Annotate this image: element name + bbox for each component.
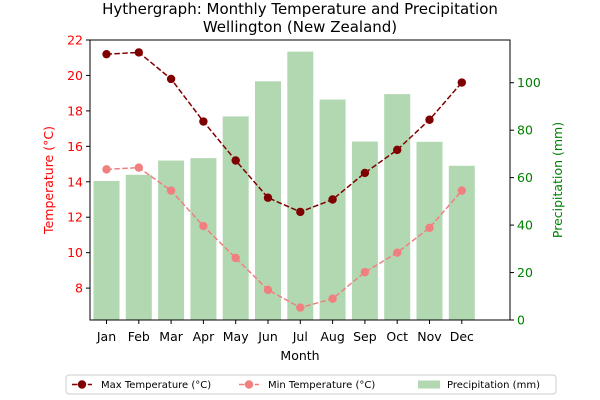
month-label-sep: Sep	[353, 329, 377, 344]
max-temperature-point-feb	[134, 48, 143, 57]
legend: Max Temperature (°C) Min Temperature (°C)…	[65, 374, 557, 395]
legend-marker-min	[244, 380, 254, 389]
chart-title-line-1: Hythergraph: Monthly Temperature and Pre…	[102, 0, 498, 18]
max-temperature-point-oct	[393, 145, 402, 155]
right-tick-label: 40	[517, 218, 533, 233]
max-temperature-point-jun	[263, 193, 273, 202]
right-y-axis-label: Precipitation (mm)	[550, 122, 565, 238]
precipitation-bar-oct	[384, 94, 411, 321]
left-tick-label: 20	[67, 68, 83, 83]
min-temperature-point-dec	[457, 186, 466, 195]
precipitation-bar-sep	[351, 141, 378, 320]
min-temperature-point-apr	[199, 221, 208, 231]
min-temperature-point-sep	[360, 267, 370, 277]
month-label-jul: Jul	[292, 329, 308, 344]
temperature-lines	[102, 48, 466, 312]
chart-title-line-2: Wellington (New Zealand)	[203, 18, 397, 36]
left-tick-label: 22	[67, 33, 83, 48]
min-temperature-line	[106, 166, 463, 309]
month-axis: Jan Feb Mar Apr May Jun Jul Aug Sep Oct Nov Dec	[96, 320, 474, 344]
left-tick-label: 18	[67, 103, 83, 118]
month-label-may: May	[223, 329, 249, 344]
precipitation-bar-mar	[158, 160, 185, 320]
left-tick-label: 10	[67, 245, 83, 260]
left-tick-label: 8	[75, 281, 83, 296]
min-temperature-point-nov	[425, 223, 434, 233]
month-label-nov: Nov	[417, 329, 442, 344]
month-label-apr: Apr	[193, 329, 215, 344]
precipitation-bar-jul	[287, 51, 314, 321]
month-label-jan: Jan	[96, 329, 116, 344]
month-label-mar: Mar	[159, 329, 183, 344]
max-temperature-point-may	[231, 156, 240, 165]
right-tick-label: 0	[517, 313, 525, 328]
min-temperature-point-jul	[296, 303, 305, 312]
month-label-aug: Aug	[320, 329, 344, 344]
month-label-jun: Jun	[257, 329, 278, 344]
left-y-axis-label: Temperature (°C)	[41, 126, 56, 235]
left-temperature-axis: 8 10 12 14 16 18 20 22	[67, 33, 90, 296]
left-tick-label: 14	[67, 174, 83, 189]
legend-marker-max	[77, 380, 87, 389]
max-temperature-point-apr	[199, 117, 208, 126]
legend-label-max: Max Temperature (°C)	[101, 380, 211, 391]
month-label-oct: Oct	[386, 329, 408, 344]
month-label-dec: Dec	[450, 329, 474, 344]
chart-title: Hythergraph: Monthly Temperature and Pre…	[102, 0, 498, 36]
right-tick-label: 100	[517, 75, 541, 90]
precipitation-bars	[93, 51, 475, 321]
legend-frame	[65, 374, 557, 395]
max-temperature-line	[106, 51, 463, 213]
right-precipitation-axis: 0 20 40 60 80 100	[510, 75, 541, 328]
legend-label-precipitation: Precipitation (mm)	[447, 380, 540, 391]
min-temperature-point-jun	[263, 285, 273, 295]
max-temperature-point-nov	[425, 115, 434, 124]
legend-label-min: Min Temperature (°C)	[268, 380, 375, 391]
right-tick-label: 60	[517, 170, 533, 185]
min-temperature-point-feb	[134, 163, 143, 172]
precipitation-bar-may	[222, 116, 249, 321]
legend-swatch-precipitation	[418, 380, 440, 389]
min-temperature-point-aug	[328, 294, 337, 303]
max-temperature-point-aug	[328, 195, 337, 204]
precipitation-bar-apr	[190, 158, 217, 320]
precipitation-bar-feb	[125, 174, 152, 320]
max-temperature-point-mar	[166, 74, 176, 84]
min-temperature-point-may	[231, 253, 240, 263]
max-temperature-point-dec	[457, 78, 466, 87]
min-temperature-point-jan	[102, 165, 111, 174]
month-label-feb: Feb	[128, 329, 150, 344]
precipitation-bar-aug	[319, 99, 346, 320]
min-temperature-point-mar	[166, 186, 176, 195]
right-tick-label: 20	[517, 265, 533, 280]
max-temperature-point-jul	[296, 207, 305, 217]
max-temperature-point-jan	[102, 49, 111, 59]
left-tick-label: 16	[67, 139, 83, 154]
precipitation-bar-jan	[93, 180, 120, 320]
max-temperature-point-sep	[360, 168, 370, 178]
x-axis-label: Month	[280, 348, 319, 363]
right-tick-label: 80	[517, 123, 533, 138]
min-temperature-point-oct	[393, 248, 402, 257]
left-tick-label: 12	[67, 210, 83, 225]
